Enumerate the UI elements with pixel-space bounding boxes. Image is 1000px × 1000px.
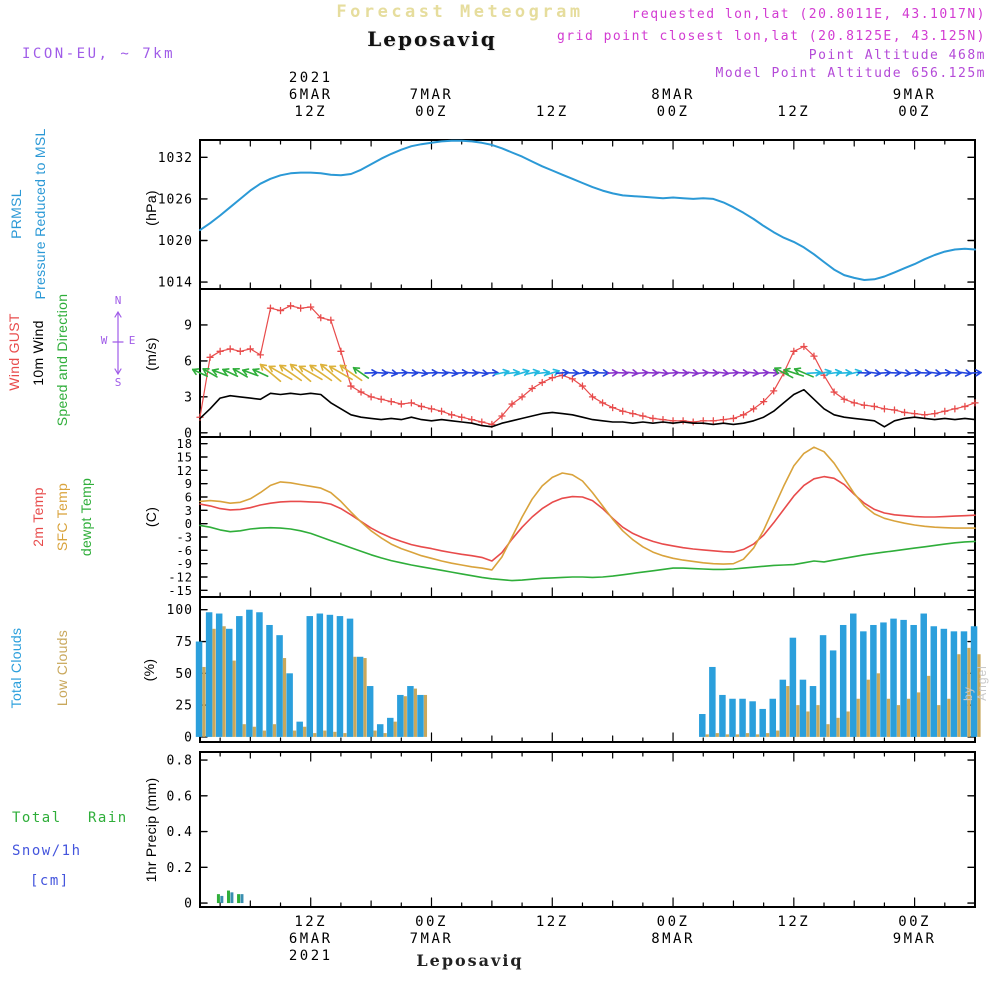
svg-text:7MAR: 7MAR (410, 87, 454, 103)
grid-point-coords: grid point closest lon,lat (20.8125E, 43… (556, 29, 986, 44)
svg-text:0.8: 0.8 (167, 754, 193, 769)
svg-text:1026: 1026 (158, 192, 193, 207)
requested-coords: requested lon,lat (20.8011E, 43.1017N) (631, 7, 986, 22)
footer-station-label: Leposaviq (416, 951, 524, 970)
svg-text:1032: 1032 (158, 151, 193, 166)
svg-text:0.2: 0.2 (167, 861, 193, 876)
svg-text:9: 9 (185, 477, 193, 491)
svg-text:12Z: 12Z (536, 104, 569, 120)
pressure-label-long: Pressure Reduced to MSL (32, 128, 48, 300)
svg-text:0.4: 0.4 (167, 825, 193, 840)
svg-text:0: 0 (184, 897, 193, 912)
svg-text:75: 75 (175, 635, 193, 650)
svg-text:3: 3 (185, 504, 193, 518)
svg-text:15: 15 (177, 451, 193, 465)
svg-text:-12: -12 (168, 571, 193, 585)
svg-text:12Z: 12Z (777, 914, 810, 930)
wind-gust-label: Wind GUST (6, 313, 22, 391)
svg-text:6: 6 (185, 491, 193, 505)
temp-unit-label: (C) (143, 506, 159, 528)
pressure-unit-label: (hPa) (143, 190, 159, 226)
low-clouds-label: Low Clouds (54, 629, 70, 707)
svg-text:12Z: 12Z (777, 104, 810, 120)
svg-text:9: 9 (184, 318, 193, 333)
svg-text:9MAR: 9MAR (893, 87, 937, 103)
total-clouds-label: Total Clouds (8, 627, 24, 709)
svg-text:3: 3 (184, 390, 193, 405)
watermark: by Angel (961, 665, 989, 701)
svg-text:00Z: 00Z (415, 104, 448, 120)
svg-text:18: 18 (177, 437, 193, 451)
wind-speed-dir-label: Speed and Direction (54, 293, 70, 427)
svg-text:-9: -9 (177, 557, 193, 571)
svg-text:00Z: 00Z (415, 914, 448, 930)
precip-snow-label: Snow/1h (12, 843, 82, 859)
svg-text:0.6: 0.6 (167, 789, 193, 804)
page-title: Forecast Meteogram (336, 2, 584, 22)
svg-text:9MAR: 9MAR (893, 931, 937, 947)
svg-text:W: W (101, 334, 108, 347)
precip-cm-label: [cm] (30, 873, 70, 889)
svg-text:1020: 1020 (158, 234, 193, 249)
svg-text:0: 0 (184, 730, 193, 745)
model-point-altitude: Model Point Altitude 656.125m (715, 66, 986, 81)
svg-text:12: 12 (177, 464, 193, 478)
precip-total-label: Total (12, 810, 62, 826)
temp-2m-label: 2m Temp (30, 487, 46, 547)
svg-text:25: 25 (175, 699, 193, 714)
svg-text:0: 0 (184, 426, 193, 441)
station-title: Leposaviq (367, 27, 497, 51)
svg-text:100: 100 (167, 603, 193, 618)
svg-text:N: N (115, 294, 122, 307)
svg-text:E: E (129, 334, 136, 347)
model-label: ICON-EU, ~ 7km (22, 46, 176, 62)
svg-text:12Z: 12Z (294, 104, 327, 120)
temp-sfc-label: SFC Temp (54, 482, 70, 552)
svg-text:00Z: 00Z (657, 104, 690, 120)
svg-text:-3: -3 (177, 531, 193, 545)
svg-text:1014: 1014 (158, 276, 193, 291)
svg-text:0: 0 (185, 517, 193, 531)
svg-text:2021: 2021 (289, 70, 333, 86)
svg-text:-15: -15 (168, 584, 193, 598)
svg-text:12Z: 12Z (536, 914, 569, 930)
wind-10m-label: 10m Wind (30, 320, 46, 386)
svg-text:00Z: 00Z (898, 914, 931, 930)
svg-text:S: S (115, 376, 122, 389)
svg-text:6MAR: 6MAR (289, 931, 333, 947)
precip-rain-label: Rain (88, 810, 128, 826)
svg-text:6MAR: 6MAR (289, 87, 333, 103)
svg-text:00Z: 00Z (657, 914, 690, 930)
point-altitude: Point Altitude 468m (808, 48, 986, 63)
precip-unit-label: 1hr Precip (mm) (143, 777, 159, 883)
svg-text:12Z: 12Z (294, 914, 327, 930)
svg-text:7MAR: 7MAR (410, 931, 454, 947)
wind-compass-icon (112, 311, 124, 375)
svg-text:50: 50 (175, 667, 193, 682)
svg-text:8MAR: 8MAR (651, 931, 695, 947)
svg-text:8MAR: 8MAR (651, 87, 695, 103)
svg-text:00Z: 00Z (898, 104, 931, 120)
clouds-unit-label: (%) (141, 658, 157, 682)
svg-text:-6: -6 (177, 544, 193, 558)
pressure-label-prmsl: PRMSL (8, 189, 24, 239)
temp-dewpt-label: dewpt Temp (78, 477, 94, 557)
wind-unit-label: (m/s) (143, 337, 159, 371)
svg-text:6: 6 (184, 354, 193, 369)
svg-text:2021: 2021 (289, 948, 333, 964)
